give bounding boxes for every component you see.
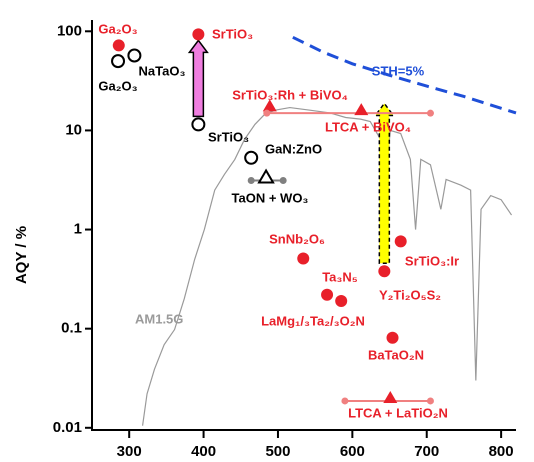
- point-label: SrTiO₃: [208, 129, 249, 144]
- point: [111, 54, 126, 69]
- point-label: SrTiO₃: [212, 26, 253, 41]
- point: [127, 48, 142, 63]
- point-label: LaMg₁/₃Ta₂/₃O₂N: [261, 313, 365, 328]
- point: [386, 331, 399, 344]
- range-end: [426, 397, 434, 405]
- spectrum-label: AM1.5G: [135, 311, 183, 326]
- point-label: Y₂Ti₂O₅S₂: [379, 287, 441, 302]
- point: [192, 28, 205, 41]
- point-label: Ga₂O₃: [98, 78, 137, 93]
- point-label: SnNb₂O₆: [269, 231, 325, 246]
- point: [262, 99, 277, 112]
- x-tick-label: 300: [117, 443, 142, 460]
- point: [383, 390, 398, 403]
- spectrum-line: [141, 106, 513, 426]
- point-label: LTCA + LaTiO₂N: [348, 405, 448, 420]
- point-label: TaON + WO₃: [232, 190, 309, 205]
- point: [378, 265, 391, 278]
- point-label: GaN:ZnO: [265, 141, 322, 156]
- point: [244, 150, 259, 165]
- arrow: [373, 102, 395, 264]
- point-label: SrTiO₃:Ir: [405, 253, 459, 268]
- range-end: [426, 109, 434, 117]
- point: [321, 288, 334, 301]
- sth-label: STH=5%: [372, 63, 425, 78]
- y-axis-title: AQY / %: [13, 226, 30, 284]
- y-tick-label: 0.01: [53, 419, 82, 436]
- point-label: SrTiO₃:Rh + BiVO₄: [232, 87, 348, 102]
- point-label: NaTaO₃: [139, 63, 186, 78]
- y-tick-label: 100: [57, 22, 82, 39]
- point: [191, 117, 206, 132]
- point-label: Ta₃N₅: [322, 269, 358, 284]
- point: [257, 168, 275, 184]
- y-tick-label: 10: [65, 121, 82, 138]
- point: [335, 295, 348, 308]
- range-end: [341, 397, 349, 405]
- range-end: [247, 176, 255, 184]
- point: [354, 103, 369, 116]
- x-tick-label: 800: [489, 443, 514, 460]
- point-label: BaTaO₂N: [368, 347, 424, 362]
- point-label: LTCA + BiVO₄: [325, 119, 411, 134]
- arrow: [187, 39, 209, 118]
- x-tick-label: 600: [340, 443, 365, 460]
- range-end: [263, 109, 271, 117]
- range-end: [279, 176, 287, 184]
- point-label: Ga₂O₃: [98, 21, 137, 36]
- point: [394, 235, 407, 248]
- y-tick-label: 1: [74, 221, 82, 238]
- sth-line: [292, 35, 517, 115]
- y-tick-label: 0.1: [61, 320, 82, 337]
- x-tick-label: 500: [265, 443, 290, 460]
- x-tick-label: 700: [414, 443, 439, 460]
- x-tick-label: 400: [191, 443, 216, 460]
- point: [297, 252, 310, 265]
- point: [112, 39, 125, 52]
